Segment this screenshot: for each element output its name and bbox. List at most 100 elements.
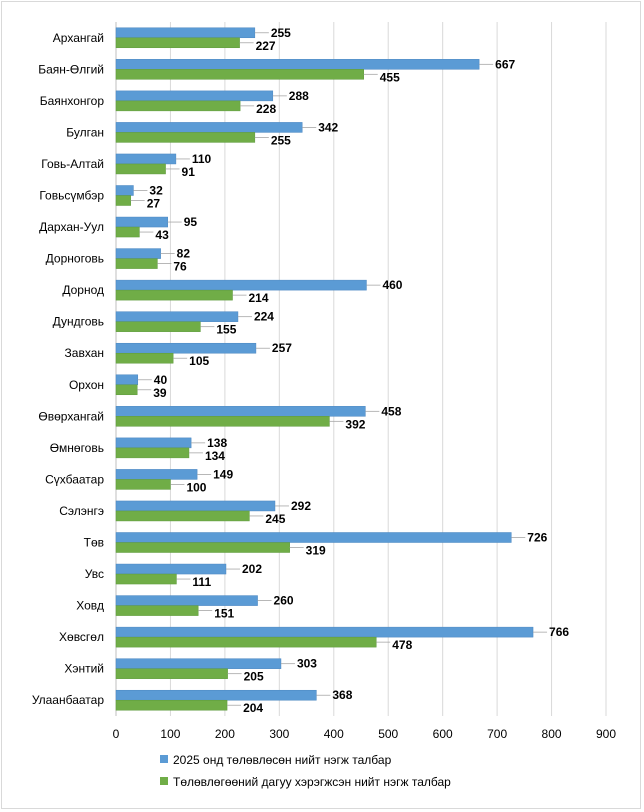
data-label: 149	[213, 467, 233, 481]
data-label: 392	[345, 417, 365, 431]
bar-implemented	[115, 573, 177, 585]
data-label: 460	[382, 278, 402, 292]
data-label: 151	[214, 607, 234, 621]
category-axis-labels: Архангай Баян-Өлгий Баянхонгор Булган Говь-А…	[32, 31, 105, 707]
bar-planned	[115, 689, 317, 701]
category-label: Баян-Өлгий	[38, 62, 104, 76]
value-axis-ticks: 0 100 200 300 400 500 600 700 800 900	[113, 727, 617, 741]
data-label: 138	[207, 436, 227, 450]
category-label: Төв	[84, 536, 104, 550]
category-label: Увс	[85, 567, 104, 581]
legend: 2025 онд төлөвлөсөн нийт нэгж талбар Төлө…	[160, 753, 451, 789]
bar-implemented	[115, 699, 228, 711]
bar-planned	[115, 500, 276, 512]
data-label: 368	[332, 688, 352, 702]
data-label: 319	[306, 544, 326, 558]
category-label: Өмнөговь	[50, 441, 104, 455]
category-label: Хэнтий	[64, 662, 104, 676]
data-label: 478	[392, 638, 412, 652]
bar-planned	[115, 59, 480, 70]
bar-planned	[115, 27, 256, 39]
legend-label-implemented: Төлөвлөгөөний дагуу хэрэгжсэн нийт нэгж …	[173, 775, 451, 789]
bar-implemented	[115, 163, 166, 175]
data-label: 303	[297, 657, 317, 671]
data-label: 214	[249, 291, 269, 305]
legend-swatch-planned	[160, 755, 168, 763]
tick-label: 100	[160, 727, 180, 741]
data-label: 100	[186, 480, 206, 494]
data-label: 91	[182, 165, 196, 179]
bar-implemented	[115, 636, 377, 648]
data-label: 134	[205, 449, 225, 463]
bar-implemented	[115, 195, 131, 206]
bar-implemented	[115, 352, 174, 364]
data-label: 228	[256, 102, 276, 116]
data-label: 292	[291, 499, 311, 513]
category-label: Орхон	[69, 378, 104, 392]
data-label: 342	[318, 120, 338, 134]
bar-planned	[115, 279, 367, 291]
bar-implemented	[115, 605, 199, 616]
bar-implemented	[115, 510, 250, 522]
category-label: Говь-Алтай	[41, 157, 104, 171]
bar-planned	[115, 406, 366, 417]
category-label: Говьсүмбэр	[39, 189, 104, 203]
bar-planned	[115, 122, 303, 133]
data-label: 766	[549, 625, 569, 639]
data-label: 110	[192, 152, 212, 166]
bars	[115, 27, 534, 711]
category-label: Өвөрхангай	[38, 409, 104, 423]
bar-planned	[115, 437, 192, 449]
bar-implemented	[115, 132, 256, 143]
bar-planned	[115, 311, 239, 322]
bar-planned	[115, 626, 534, 638]
bar-planned	[115, 532, 512, 543]
data-label: 245	[265, 512, 285, 526]
category-label: Завхан	[65, 346, 104, 360]
tick-label: 800	[542, 727, 562, 741]
bar-implemented	[115, 226, 140, 238]
bar-planned	[115, 185, 134, 196]
bar-implemented	[115, 100, 241, 112]
data-label: 202	[242, 562, 262, 576]
tick-label: 400	[324, 727, 344, 741]
bar-planned	[115, 153, 177, 165]
data-label: 95	[184, 215, 198, 229]
data-label: 260	[274, 594, 294, 608]
bar-implemented	[115, 447, 190, 459]
bar-planned	[115, 248, 161, 259]
bar-implemented	[115, 289, 233, 301]
tick-label: 0	[113, 727, 120, 741]
bar-planned	[115, 563, 227, 575]
bar-implemented	[115, 37, 240, 49]
data-label: 43	[155, 228, 169, 242]
data-label: 32	[149, 184, 163, 198]
data-label: 726	[527, 531, 547, 545]
category-label: Баянхонгор	[40, 94, 105, 108]
category-label: Ховд	[76, 599, 104, 613]
data-label: 105	[189, 354, 209, 368]
data-labels: 2552276674552882283422551109132279543827…	[147, 26, 570, 715]
tick-label: 500	[378, 727, 398, 741]
bar-implemented	[115, 384, 138, 396]
category-label: Улаанбаатар	[32, 693, 105, 707]
data-label: 76	[173, 260, 187, 274]
tick-label: 200	[215, 727, 235, 741]
bar-implemented	[115, 479, 171, 490]
data-label: 227	[256, 39, 276, 53]
bar-planned	[115, 469, 198, 480]
data-label: 257	[272, 341, 292, 355]
bar-planned	[115, 342, 257, 354]
category-label: Булган	[66, 125, 104, 139]
data-label: 205	[244, 670, 264, 684]
data-label: 155	[216, 323, 236, 337]
bar-implemented	[115, 416, 330, 427]
category-label: Хөвсгөл	[59, 630, 104, 644]
data-label: 455	[380, 70, 400, 84]
data-label: 667	[495, 57, 515, 71]
bar-implemented	[115, 668, 228, 679]
bar-planned	[115, 658, 282, 669]
legend-label-planned: 2025 онд төлөвлөсөн нийт нэгж талбар	[173, 753, 392, 767]
legend-swatch-implemented	[160, 777, 168, 785]
